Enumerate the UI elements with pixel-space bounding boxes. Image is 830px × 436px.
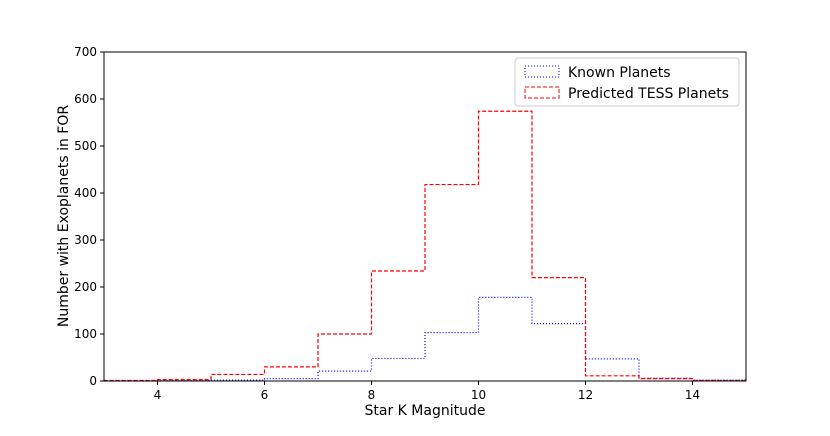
y-tick-label: 400 [74,186,97,200]
series-predicted-tess-planets [103,110,747,382]
legend-swatch-known-planets [524,65,560,78]
legend: Known Planets Predicted TESS Planets [514,57,740,107]
y-axis: 0 100 200 300 400 500 600 700 [74,45,104,388]
series-known-planets [104,296,747,382]
y-tick-label: 500 [74,139,97,153]
x-axis: 4 6 8 10 12 14 [154,381,700,402]
y-axis-label: Number with Exoplanets in FOR [56,105,72,327]
x-tick-label: 14 [685,388,700,402]
x-tick-label: 8 [368,388,376,402]
x-tick-label: 12 [578,388,593,402]
y-tick-label: 100 [74,327,97,341]
legend-box [514,57,740,107]
plot-frame [103,51,747,382]
legend-label-predicted-tess-planets: Predicted TESS Planets [568,86,729,102]
y-tick-label: 600 [74,92,97,106]
y-tick-label: 300 [74,233,97,247]
x-tick-label: 10 [471,388,486,402]
x-tick-label: 4 [154,388,162,402]
y-tick-label: 0 [89,374,97,388]
legend-label-known-planets: Known Planets [568,65,671,81]
legend-swatch-predicted-tess-planets [524,86,560,99]
x-axis-label: Star K Magnitude [365,403,486,419]
series-layer [103,110,747,382]
y-tick-label: 200 [74,280,97,294]
x-tick-label: 6 [261,388,269,402]
y-tick-label: 700 [74,45,97,59]
